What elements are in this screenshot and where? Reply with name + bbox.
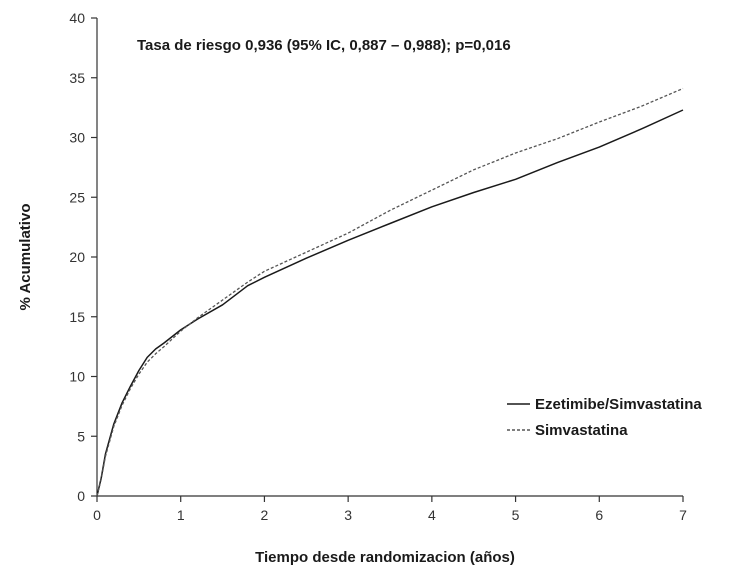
- series-lines: [96, 87, 684, 497]
- y-axis-title: % Acumulativo: [17, 204, 34, 311]
- y-tick-label: 0: [77, 488, 85, 504]
- y-ticks: 0 5 10 15 20 25 30 35 40: [69, 10, 97, 504]
- y-tick-label: 35: [69, 70, 85, 86]
- legend: Ezetimibe/Simvastatina Simvastatina: [507, 396, 702, 439]
- hazard-ratio-annotation: Tasa de riesgo 0,936 (95% IC, 0,887 – 0,…: [137, 37, 511, 54]
- x-ticks: 0 1 2 3 4 5 6 7: [93, 496, 687, 523]
- legend-label-simvastatina: Simvastatina: [535, 422, 628, 439]
- legend-label-ezetimibe: Ezetimibe/Simvastatina: [535, 396, 702, 413]
- y-tick-label: 25: [69, 189, 85, 205]
- y-tick-label: 40: [69, 10, 85, 26]
- y-tick-label: 30: [69, 130, 85, 146]
- y-tick-label: 10: [69, 369, 85, 385]
- series-line-ezetimibe-simvastatina: [96, 109, 684, 497]
- x-tick-label: 5: [512, 507, 520, 523]
- series-line-simvastatina: [96, 87, 684, 497]
- x-tick-label: 7: [679, 507, 687, 523]
- x-tick-label: 3: [344, 507, 352, 523]
- x-tick-label: 2: [261, 507, 269, 523]
- x-axis-title: Tiempo desde randomizacion (años): [255, 549, 515, 566]
- x-tick-label: 4: [428, 507, 436, 523]
- x-tick-label: 1: [177, 507, 185, 523]
- x-tick-label: 6: [595, 507, 603, 523]
- y-tick-label: 5: [77, 428, 85, 444]
- y-tick-label: 15: [69, 309, 85, 325]
- y-tick-label: 20: [69, 249, 85, 265]
- x-tick-label: 0: [93, 507, 101, 523]
